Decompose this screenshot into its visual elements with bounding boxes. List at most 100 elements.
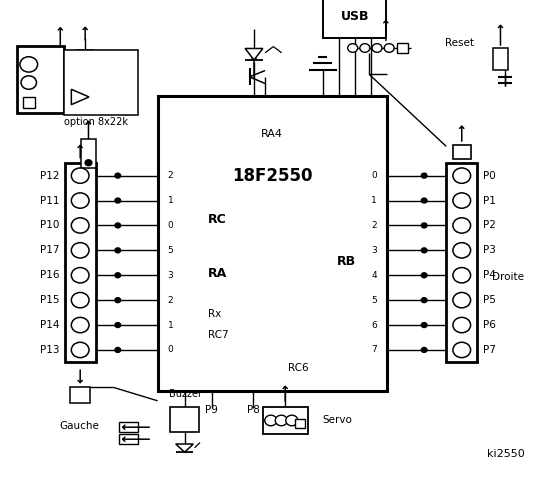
Text: P5: P5 bbox=[483, 295, 495, 305]
Circle shape bbox=[71, 193, 89, 208]
Text: P3: P3 bbox=[483, 245, 495, 255]
Text: 4: 4 bbox=[372, 271, 377, 280]
Circle shape bbox=[453, 168, 471, 183]
Circle shape bbox=[453, 267, 471, 283]
Polygon shape bbox=[245, 48, 263, 60]
Text: P4: P4 bbox=[483, 270, 495, 280]
Circle shape bbox=[71, 243, 89, 258]
Bar bbox=[493, 48, 508, 70]
Circle shape bbox=[372, 44, 382, 52]
Circle shape bbox=[20, 57, 38, 72]
Bar bbox=[77, 50, 93, 78]
Bar bbox=[170, 407, 199, 432]
Text: P6: P6 bbox=[483, 320, 495, 330]
Bar bbox=[70, 387, 90, 403]
Text: 0: 0 bbox=[372, 171, 377, 180]
Circle shape bbox=[115, 348, 121, 352]
Circle shape bbox=[115, 323, 121, 327]
Text: P12: P12 bbox=[40, 171, 59, 180]
Circle shape bbox=[453, 342, 471, 358]
Text: 2: 2 bbox=[372, 221, 377, 230]
Text: 2: 2 bbox=[168, 171, 173, 180]
Text: P2: P2 bbox=[483, 220, 495, 230]
Circle shape bbox=[286, 415, 298, 426]
Circle shape bbox=[71, 292, 89, 308]
Bar bbox=[263, 407, 309, 434]
Bar bbox=[446, 163, 477, 362]
Circle shape bbox=[265, 415, 277, 426]
Circle shape bbox=[71, 267, 89, 283]
Text: 0: 0 bbox=[168, 346, 173, 354]
Text: P16: P16 bbox=[40, 270, 59, 280]
Text: 6: 6 bbox=[372, 321, 377, 330]
Circle shape bbox=[71, 218, 89, 233]
Text: RB: RB bbox=[337, 255, 356, 268]
Circle shape bbox=[85, 160, 92, 166]
Text: 1: 1 bbox=[168, 321, 173, 330]
Circle shape bbox=[115, 298, 121, 302]
Bar bbox=[453, 145, 471, 159]
Text: 5: 5 bbox=[372, 296, 377, 305]
Text: 5: 5 bbox=[168, 246, 173, 255]
Circle shape bbox=[421, 298, 427, 302]
Circle shape bbox=[115, 198, 121, 203]
Circle shape bbox=[71, 342, 89, 358]
Circle shape bbox=[360, 44, 370, 52]
Polygon shape bbox=[71, 89, 89, 105]
Circle shape bbox=[421, 248, 427, 253]
Circle shape bbox=[348, 44, 358, 52]
Circle shape bbox=[71, 168, 89, 183]
Text: P15: P15 bbox=[40, 295, 59, 305]
Circle shape bbox=[115, 273, 121, 277]
Text: P10: P10 bbox=[40, 220, 59, 230]
Bar bbox=[295, 419, 305, 428]
Text: P1: P1 bbox=[483, 195, 495, 205]
Bar bbox=[64, 50, 138, 115]
Bar bbox=[119, 434, 138, 444]
Bar bbox=[81, 139, 96, 168]
Circle shape bbox=[421, 223, 427, 228]
Text: P11: P11 bbox=[40, 195, 59, 205]
Text: P9: P9 bbox=[205, 406, 218, 415]
Text: 3: 3 bbox=[372, 246, 377, 255]
Bar bbox=[65, 163, 96, 362]
Circle shape bbox=[453, 193, 471, 208]
Circle shape bbox=[115, 223, 121, 228]
Text: 1: 1 bbox=[372, 196, 377, 205]
Text: Reset: Reset bbox=[446, 38, 474, 48]
Polygon shape bbox=[176, 444, 194, 452]
Bar bbox=[397, 43, 408, 53]
Text: P13: P13 bbox=[40, 345, 59, 355]
Text: RC6: RC6 bbox=[289, 362, 309, 372]
Bar bbox=[158, 96, 387, 391]
Circle shape bbox=[384, 44, 394, 52]
Circle shape bbox=[421, 173, 427, 178]
Bar bbox=[17, 46, 64, 113]
Circle shape bbox=[115, 248, 121, 253]
Text: P8: P8 bbox=[247, 406, 259, 415]
Bar bbox=[119, 422, 138, 432]
Text: Rx: Rx bbox=[208, 310, 221, 320]
Circle shape bbox=[453, 292, 471, 308]
Text: P17: P17 bbox=[40, 245, 59, 255]
Text: 7: 7 bbox=[372, 346, 377, 354]
Circle shape bbox=[421, 348, 427, 352]
Text: USB: USB bbox=[341, 10, 369, 24]
Circle shape bbox=[421, 198, 427, 203]
Bar bbox=[23, 97, 35, 108]
Circle shape bbox=[421, 273, 427, 277]
Circle shape bbox=[71, 317, 89, 333]
Text: RC: RC bbox=[208, 214, 227, 227]
Text: P7: P7 bbox=[483, 345, 495, 355]
Circle shape bbox=[421, 323, 427, 327]
Text: 0: 0 bbox=[168, 221, 173, 230]
Text: 18F2550: 18F2550 bbox=[232, 167, 312, 185]
Text: Droite: Droite bbox=[492, 272, 524, 282]
Text: ki2550: ki2550 bbox=[487, 449, 524, 458]
Text: RC7: RC7 bbox=[208, 330, 229, 340]
Text: 2: 2 bbox=[168, 296, 173, 305]
Text: P0: P0 bbox=[483, 171, 495, 180]
Text: Servo: Servo bbox=[322, 416, 352, 425]
Circle shape bbox=[453, 243, 471, 258]
Circle shape bbox=[453, 317, 471, 333]
